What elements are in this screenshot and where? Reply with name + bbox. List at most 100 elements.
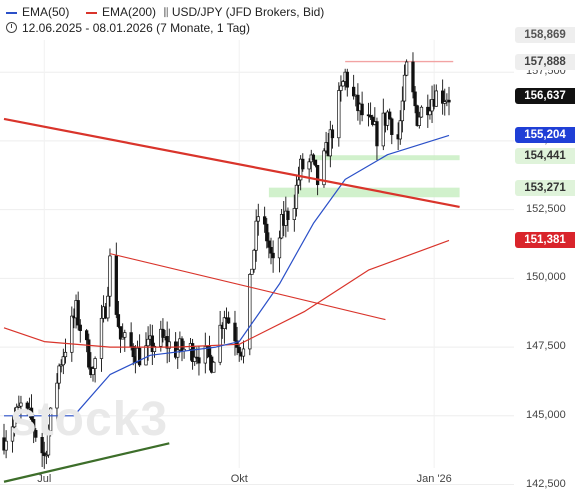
- price-tag: 155,204: [515, 127, 575, 144]
- candle-body: [404, 61, 409, 76]
- candle-body: [207, 346, 212, 358]
- candle-body: [116, 314, 121, 327]
- candle-body: [428, 110, 432, 116]
- candle-body: [443, 101, 447, 104]
- candle-body: [108, 255, 112, 297]
- candle-body: [417, 116, 421, 126]
- candle-body: [121, 336, 125, 340]
- candle-body: [59, 364, 63, 367]
- candle-body: [313, 159, 318, 166]
- period-range: 12.06.2025 - 08.01.2026: [22, 21, 153, 35]
- candle-body: [419, 106, 424, 118]
- ema200-swatch: [86, 11, 98, 14]
- candle-body: [233, 322, 237, 342]
- candle-body: [131, 346, 135, 358]
- candle-body: [129, 332, 133, 347]
- candle-body: [87, 339, 91, 368]
- candle-body: [106, 295, 110, 319]
- candle-body: [252, 249, 256, 270]
- price-tag: 158,869: [515, 26, 575, 43]
- candle-body: [61, 356, 65, 366]
- support-zone: [313, 155, 460, 161]
- candle-body: [388, 111, 392, 120]
- candle-body: [434, 90, 438, 107]
- candle-body: [48, 407, 53, 432]
- price-tag: 154,441: [515, 148, 575, 165]
- candle-body: [150, 335, 154, 353]
- candle-body: [292, 208, 296, 220]
- chart-type-icon[interactable]: ⫼: [163, 7, 169, 19]
- candle-body: [42, 452, 46, 456]
- candles-layer: [2, 52, 451, 469]
- candle-body: [390, 118, 394, 135]
- y-tick-label: 147,500: [526, 340, 566, 353]
- candle-body: [4, 440, 8, 451]
- candle-body: [286, 210, 290, 220]
- candle-body: [328, 129, 332, 157]
- candle-body: [57, 365, 61, 384]
- trend-line: [109, 253, 386, 321]
- candle-body: [203, 346, 207, 364]
- candle-body: [222, 317, 227, 330]
- legend-row: EMA(50) EMA(200) ⫼ USD/JPY (JFD Brokers,…: [6, 5, 324, 20]
- candle-body: [322, 150, 326, 186]
- candle-body: [381, 112, 385, 147]
- candle-body: [301, 158, 305, 170]
- candle-body: [267, 240, 271, 248]
- candle-body: [411, 61, 415, 93]
- trend-line: [3, 117, 460, 208]
- clock-icon: [6, 22, 17, 33]
- candle-body: [339, 85, 343, 91]
- candle-body: [299, 158, 303, 181]
- candle-body: [415, 105, 419, 126]
- indicator-lines-layer: [3, 117, 460, 483]
- candle-body: [190, 343, 195, 362]
- candle-body: [440, 90, 445, 104]
- candle-body: [118, 326, 123, 340]
- price-tag: 156,637: [515, 87, 575, 104]
- candle-body: [307, 161, 311, 170]
- candle-body: [337, 90, 341, 139]
- candle-body: [114, 255, 118, 315]
- support-zone: [268, 187, 460, 198]
- candle-body: [146, 338, 150, 347]
- candle-body: [330, 129, 335, 139]
- x-tick-label: Jul: [37, 473, 52, 485]
- candle-body: [294, 184, 299, 209]
- support-zones-layer: [268, 60, 460, 198]
- candle-body: [123, 332, 127, 338]
- candle-body: [398, 120, 402, 140]
- candle-body: [144, 345, 148, 366]
- candle-body: [271, 252, 275, 259]
- candle-body: [25, 402, 29, 409]
- price-tag: 151,381: [515, 232, 575, 249]
- candle-body: [248, 274, 252, 350]
- candle-body: [356, 94, 360, 112]
- candle-body: [265, 223, 269, 242]
- candle-body: [218, 324, 222, 363]
- candle-body: [341, 81, 345, 87]
- candle-body: [226, 317, 231, 324]
- candle-body: [12, 417, 17, 428]
- candle-body: [46, 430, 51, 456]
- price-tag: 157,888: [515, 53, 575, 70]
- candle-body: [296, 179, 301, 186]
- candle-body: [84, 330, 89, 341]
- price-tag: 153,271: [515, 180, 575, 197]
- candle-body: [15, 406, 19, 419]
- candle-body: [32, 419, 36, 431]
- candle-body: [91, 368, 95, 376]
- candle-body: [29, 407, 34, 420]
- candle-body: [40, 436, 44, 454]
- candle-body: [277, 237, 282, 259]
- trend-line: [3, 442, 170, 483]
- candle-body: [402, 74, 407, 102]
- candle-body: [63, 351, 68, 358]
- candle-body: [193, 356, 197, 362]
- candle-body: [345, 71, 349, 88]
- candle-body: [76, 300, 80, 326]
- candle-body: [93, 358, 97, 369]
- candle-body: [137, 347, 142, 366]
- candle-body: [44, 454, 49, 457]
- candle-body: [78, 324, 82, 332]
